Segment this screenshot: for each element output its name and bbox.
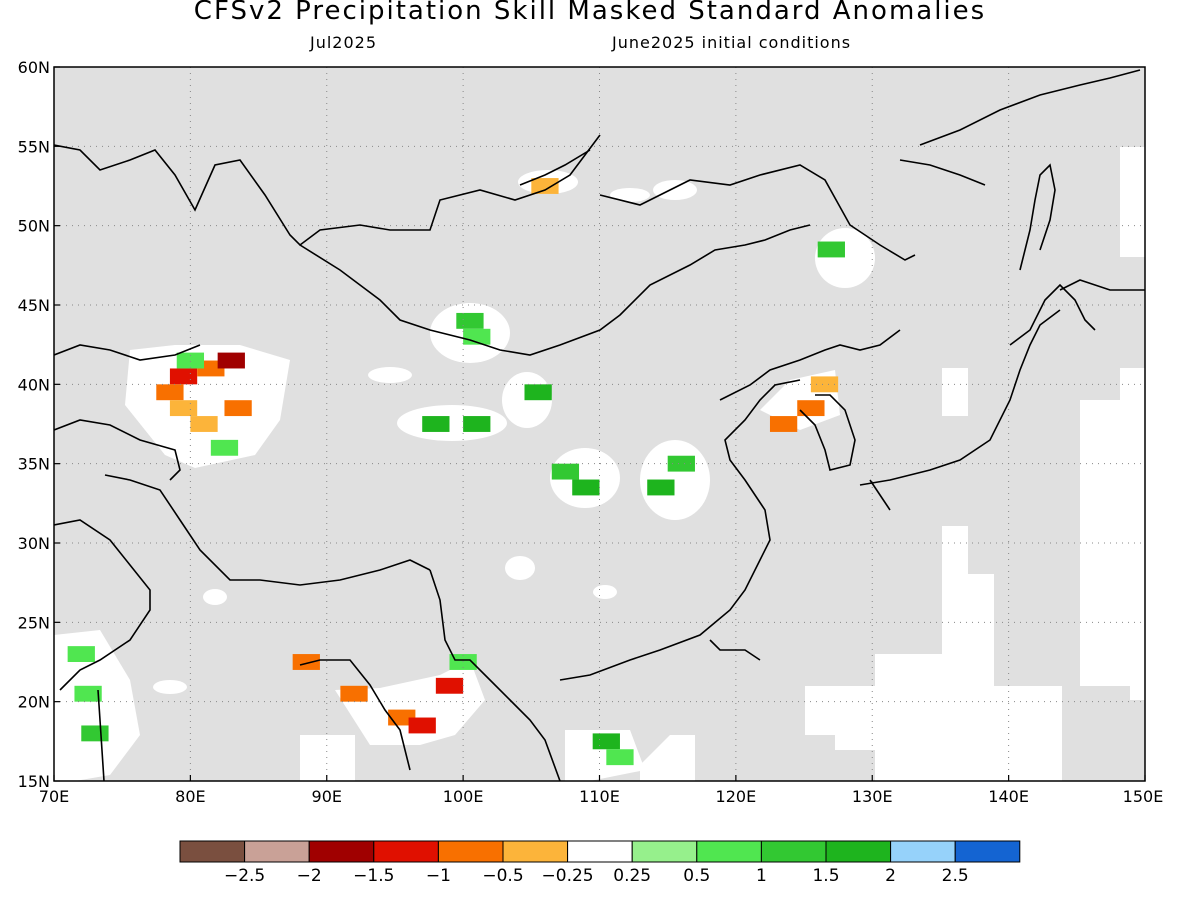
colorbar-label: 0.25 [613,866,651,886]
colorbar-swatch [696,840,762,863]
lon-tick-label: 140E [988,787,1029,806]
colorbar-swatch [631,840,698,863]
colorbar-swatch [437,840,504,863]
colorbar-label: −2 [297,866,322,886]
colorbar-label: 1 [756,866,767,886]
anomaly-cell [224,400,252,417]
anomaly-cell [606,749,634,766]
colorbar-swatch [308,840,375,863]
colorbar-label: −1 [426,866,451,886]
colorbar-swatch [567,840,633,863]
anomaly-cell [388,709,416,726]
lon-tick-label: 80E [175,787,205,806]
colorbar-swatch [760,840,827,863]
colorbar-label: 0.5 [683,866,710,886]
colorbar: −2.5 −2 −1.5 −1 −0.5 −0.25 0.25 0.5 1 1.5 2 2.5 [179,840,1021,886]
colorbar-swatch [890,840,956,863]
anomaly-cell [74,685,102,702]
colorbar-swatch [502,840,569,863]
lon-tick-label: 120E [716,787,757,806]
anomaly-cell [592,733,620,750]
lon-tick-label: 70E [39,787,69,806]
colorbar-label: 2 [885,866,896,886]
anomaly-cell [463,416,491,432]
lat-tick-label: 50N [18,217,50,236]
initial-conditions: June2025 initial conditions [612,33,852,52]
map-title: CFSv2 Precipitation Skill Masked Standar… [193,0,987,26]
anomaly-cell [217,352,245,369]
longitude-ticks: 70E 80E 90E 100E 110E 120E 130E 140E 150E [39,775,1164,806]
anomaly-cell [81,725,109,742]
lat-tick-label: 20N [18,693,50,712]
anomaly-cell [190,416,218,432]
anomaly-cell [572,479,600,496]
anomaly-cell [817,241,845,258]
anomaly-cell [667,455,695,472]
colorbar-swatch [244,840,310,863]
lon-tick-label: 150E [1123,787,1164,806]
graticule [54,67,1145,781]
lat-tick-label: 40N [18,375,50,394]
anomaly-cell [292,654,320,670]
colorbar-label: −1.5 [353,866,394,886]
lat-tick-label: 60N [18,58,50,77]
anomaly-cell [169,400,198,417]
anomaly-cell [797,400,825,417]
anomaly-cell [531,178,559,194]
anomaly-cell [769,416,798,432]
colorbar-swatch [179,840,246,863]
colorbar-label: 2.5 [942,866,969,886]
lon-tick-label: 110E [579,787,620,806]
lat-tick-label: 25N [18,613,50,632]
colorbar-swatch [954,840,1021,863]
anomaly-cell [67,646,95,662]
lat-tick-label: 30N [18,534,50,553]
anomaly-cell [456,312,484,329]
anomaly-cell [176,352,205,369]
lat-tick-label: 55N [18,137,50,156]
lon-tick-label: 100E [443,787,484,806]
anomaly-cell [408,717,436,734]
latitude-ticks: 15N 20N 25N 30N 35N 40N 45N 50N 55N 60N [18,58,60,791]
anomaly-cell [422,416,450,432]
anomaly-cell [647,479,675,496]
anomaly-cell [210,439,239,456]
valid-month: Jul2025 [310,33,378,52]
colorbar-label: −0.25 [542,866,594,886]
lat-tick-label: 15N [18,772,50,791]
lon-tick-label: 90E [312,787,342,806]
anomaly-cells [67,178,845,766]
colorbar-label: −2.5 [224,866,265,886]
anomaly-cell [435,677,464,694]
anomaly-cell [551,463,580,480]
colorbar-swatch [825,840,892,863]
anomaly-cell [524,384,552,401]
coastlines [54,69,1145,781]
lat-tick-label: 35N [18,455,50,474]
lat-tick-label: 45N [18,296,50,315]
colorbar-label: 1.5 [812,866,839,886]
lon-tick-label: 130E [852,787,893,806]
anomaly-cell [169,368,198,385]
colorbar-swatch [373,840,439,863]
anomaly-cell [156,384,184,401]
colorbar-label: −0.5 [482,866,523,886]
anomaly-cell [340,685,368,702]
anomaly-cell [810,376,839,393]
